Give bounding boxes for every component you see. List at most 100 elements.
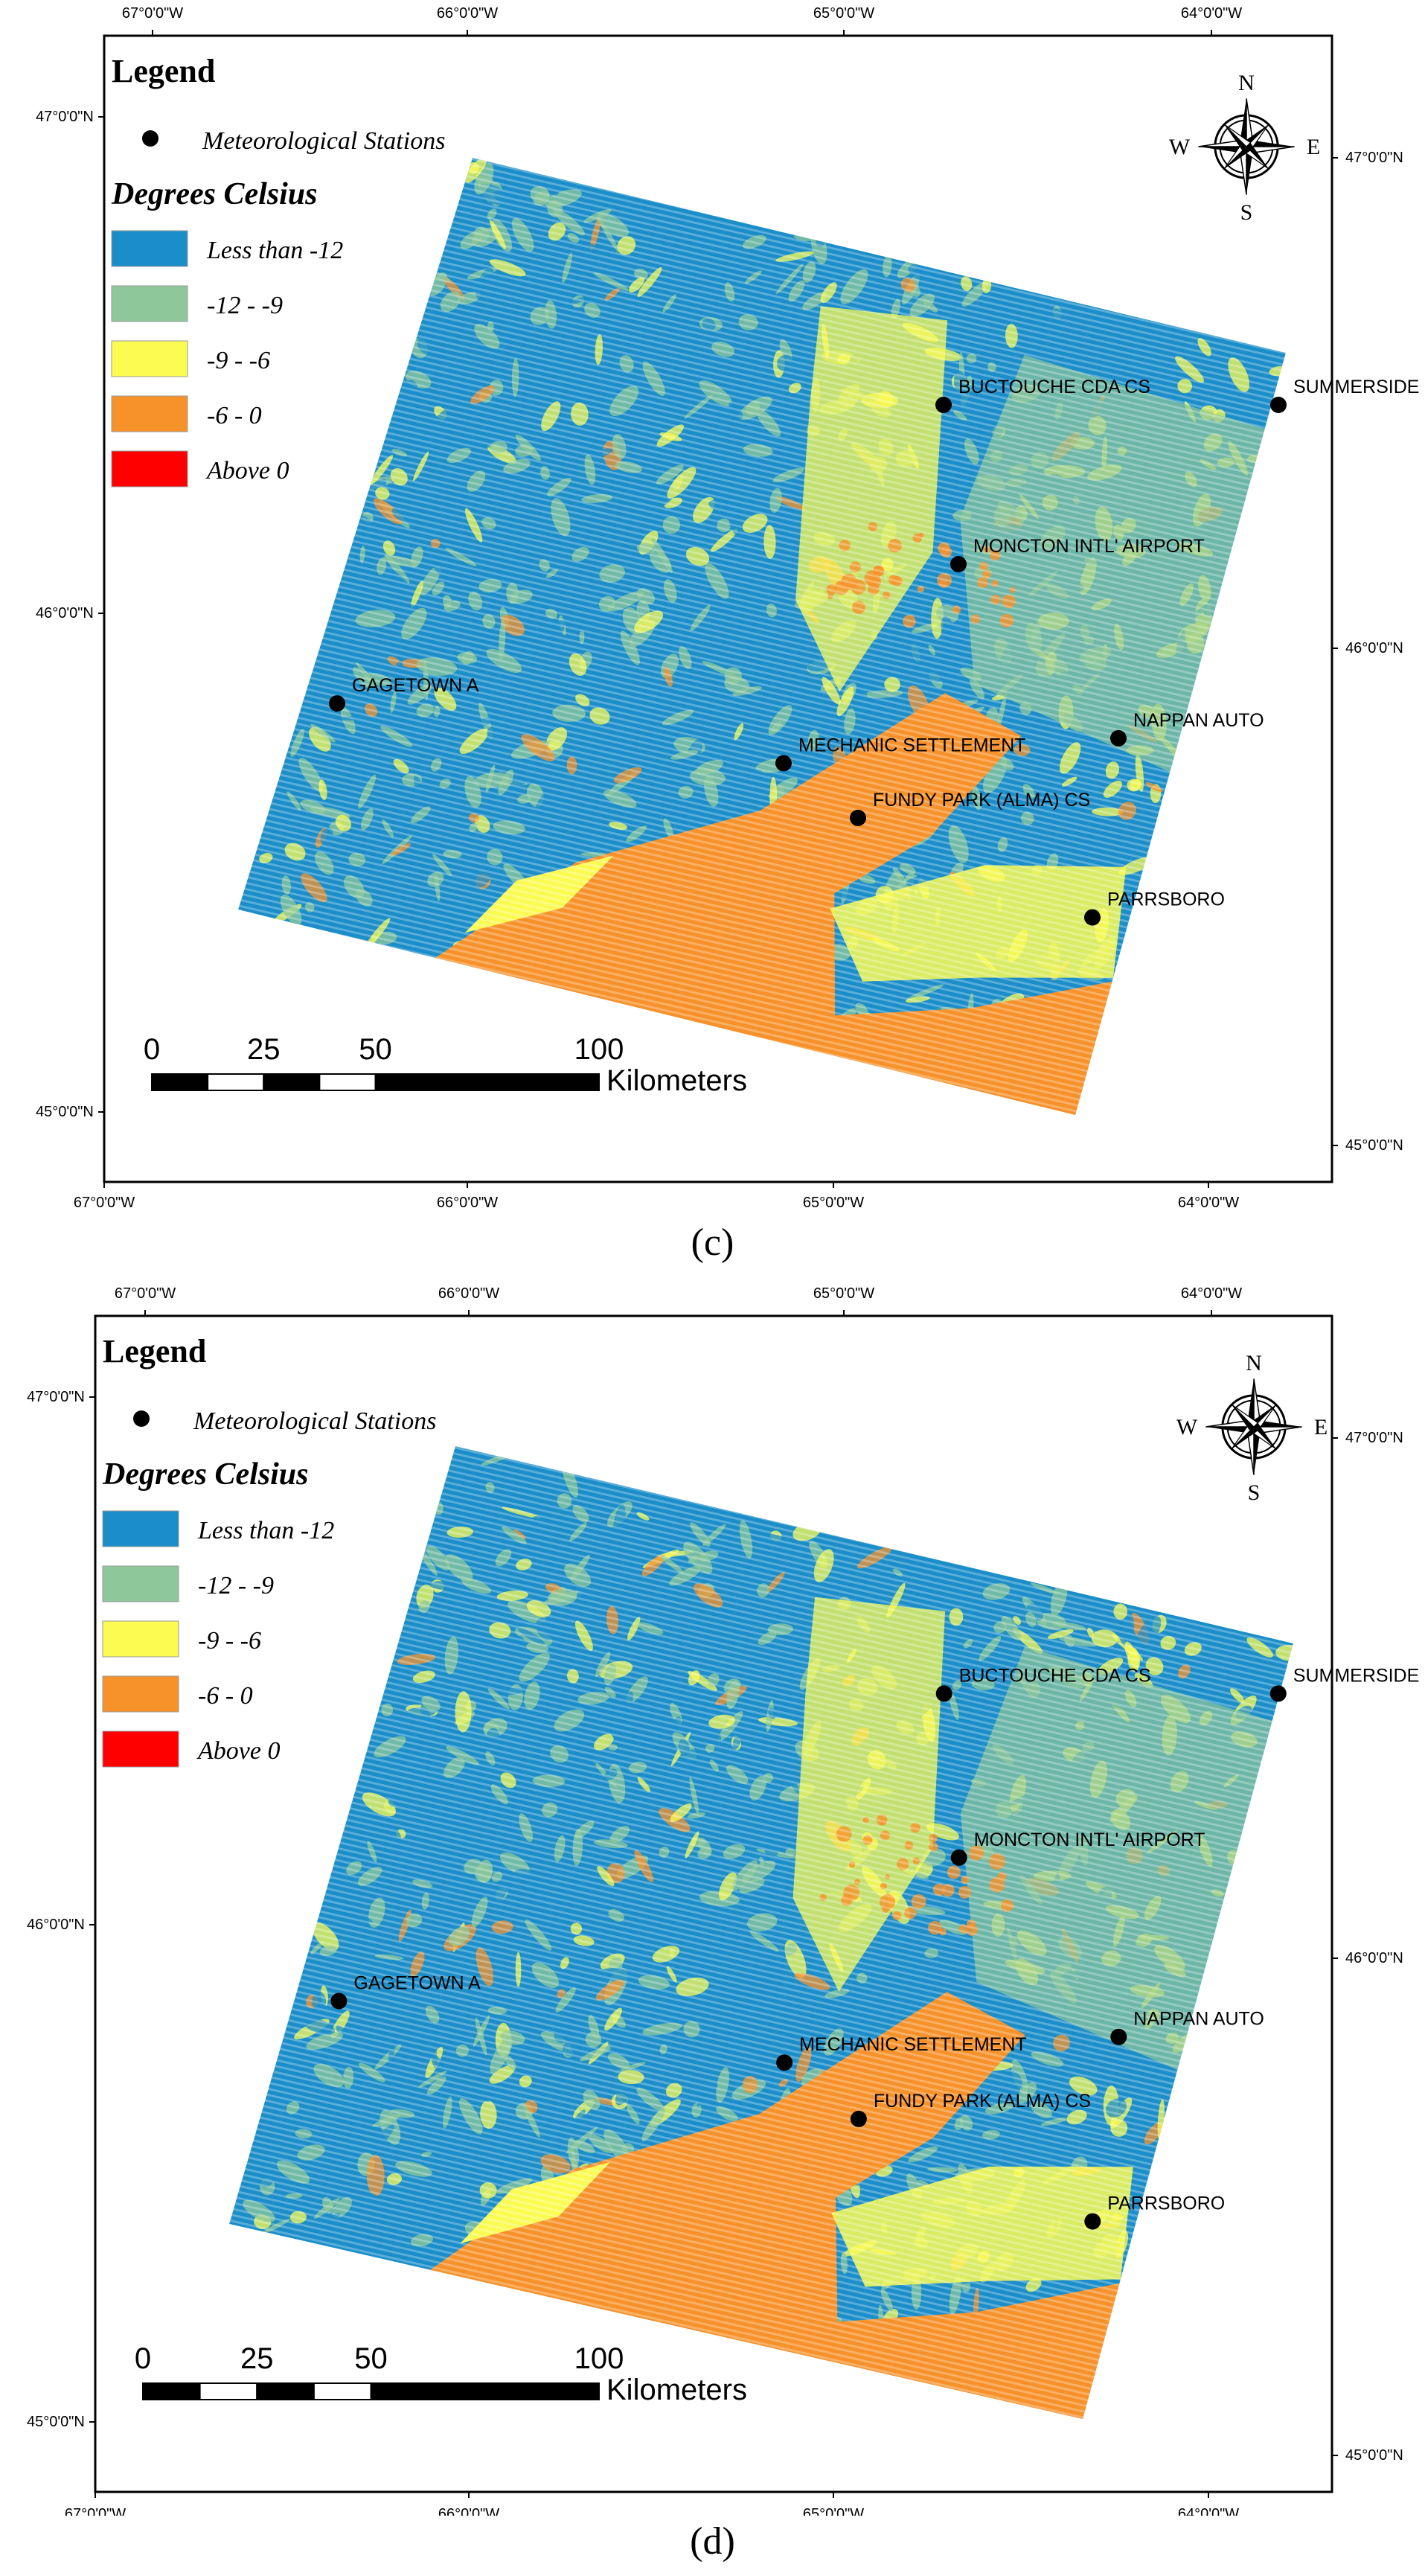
legend: Legend Meteorological Stations Degrees Cel…: [102, 1333, 436, 1768]
legend-units-title: Degrees Celsius: [102, 1457, 309, 1492]
station-marker: [330, 1992, 348, 2010]
station-label: FUNDY PARK (ALMA) CS: [873, 790, 1090, 811]
legend-swatch: [111, 340, 188, 377]
lat-label-left: 47°0'0"N: [27, 1389, 85, 1405]
lat-label-left: 45°0'0"N: [36, 1104, 94, 1120]
station-label: PARRSBORO: [1107, 889, 1225, 910]
lon-label-top: 66°0'0"W: [437, 5, 498, 22]
scale-segment: [199, 2382, 258, 2400]
scale-tick-label: 25: [240, 2342, 274, 2375]
stations: BUCTOUCHE CDA CS SUMMERSIDE MONCTON INTL' …: [330, 1665, 1419, 2230]
legend-swatch: [111, 285, 188, 322]
map-panel-d: 67°0'0"W 66°0'0"W 65°0'0"W 64°0'0"W 67°0'0"W…: [0, 1280, 1425, 2576]
map-panel-c: 67°0'0"W 66°0'0"W 65°0'0"W 64°0'0"W 67°0'0"W…: [0, 0, 1425, 1280]
compass-e-label: E: [1307, 135, 1320, 159]
legend-class-label: -6 - 0: [207, 402, 262, 429]
station-marker-icon: [142, 130, 158, 147]
scale-segment: [263, 1073, 321, 1091]
compass-s-label: S: [1248, 1480, 1261, 1505]
station-marker: [935, 397, 952, 413]
lon-label-top: 64°0'0"W: [1181, 1285, 1242, 1302]
lon-label-bottom: 65°0'0"W: [803, 2506, 864, 2516]
scale-tick-label: 0: [144, 1033, 160, 1066]
panel-label: (d): [690, 2520, 735, 2563]
lon-label-bottom: 67°0'0"W: [65, 2506, 126, 2516]
station-label: NAPPAN AUTO: [1133, 2009, 1264, 2030]
station-label: SUMMERSIDE: [1293, 1665, 1419, 1686]
lon-label-top: 65°0'0"W: [813, 1285, 874, 1302]
station-marker: [1084, 2213, 1101, 2230]
legend-swatch: [102, 1510, 179, 1547]
station-label: MONCTON INTL' AIRPORT: [973, 536, 1205, 557]
station-marker: [776, 2054, 793, 2071]
station-marker: [1110, 2028, 1127, 2045]
station-label: FUNDY PARK (ALMA) CS: [874, 2091, 1091, 2112]
station-marker: [950, 556, 967, 572]
compass-w-label: W: [1169, 135, 1191, 159]
station-label: SUMMERSIDE: [1293, 377, 1419, 397]
scale-tick-label: 100: [574, 2342, 624, 2375]
station-label: NAPPAN AUTO: [1133, 710, 1264, 731]
compass-s-label: S: [1240, 200, 1253, 225]
legend-class-label: -9 - -6: [198, 1627, 261, 1655]
lon-label-top: 64°0'0"W: [1181, 5, 1242, 22]
station-label: GAGETOWN A: [352, 675, 479, 696]
compass-n-label: N: [1238, 71, 1255, 95]
lat-label-right: 45°0'0"N: [1345, 1137, 1403, 1154]
lat-label-right: 47°0'0"N: [1345, 150, 1403, 166]
legend-class-label: Less than -12: [197, 1517, 334, 1544]
legend-units-title: Degrees Celsius: [111, 177, 318, 211]
temperature-map-c: 67°0'0"W 66°0'0"W 65°0'0"W 64°0'0"W 67°0'0"W…: [36, 5, 1419, 1211]
legend-swatch: [111, 395, 188, 432]
station-label: PARRSBORO: [1107, 2193, 1225, 2214]
station-marker: [850, 809, 866, 826]
legend-swatch: [102, 1565, 179, 1602]
raster-scanlines: [229, 1446, 1293, 2419]
lat-label-right: 45°0'0"N: [1345, 2447, 1403, 2464]
scale-segment: [318, 1073, 377, 1091]
legend-swatch: [111, 450, 188, 488]
station-label: MECHANIC SETTLEMENT: [798, 735, 1026, 755]
compass-n-label: N: [1246, 1351, 1262, 1375]
legend-class-label: -12 - -9: [207, 292, 283, 319]
station-label: MONCTON INTL' AIRPORT: [974, 1829, 1205, 1850]
legend: Legend Meteorological Stations Degrees Cel…: [111, 53, 445, 488]
lat-label-right: 47°0'0"N: [1345, 1430, 1403, 1446]
compass-rose-icon: [1198, 98, 1295, 195]
scale-segment: [370, 2382, 600, 2400]
station-marker: [950, 1849, 967, 1866]
lon-label-bottom: 66°0'0"W: [438, 2506, 499, 2516]
panel-label: (c): [691, 1221, 734, 1264]
lat-label-left: 46°0'0"N: [36, 605, 94, 621]
lat-label-right: 46°0'0"N: [1345, 1950, 1403, 1966]
legend-class-label: -12 - -9: [198, 1572, 274, 1599]
scale-segment: [151, 1073, 209, 1091]
scale-tick-label: 100: [574, 1033, 624, 1066]
legend-station-label: Meteorological Stations: [193, 1407, 436, 1435]
lat-label-left: 45°0'0"N: [27, 2414, 85, 2430]
lon-label-top: 66°0'0"W: [438, 1285, 499, 1302]
lon-label-bottom: 67°0'0"W: [74, 1195, 135, 1211]
scale-unit-label: Kilometers: [606, 2374, 747, 2406]
lon-label-top: 67°0'0"W: [122, 5, 183, 22]
legend-class-label: Less than -12: [206, 237, 343, 264]
legend-swatch: [111, 230, 188, 267]
station-marker: [850, 2110, 867, 2127]
scale-segment: [142, 2382, 201, 2400]
station-label: BUCTOUCHE CDA CS: [959, 1665, 1151, 1686]
scale-unit-label: Kilometers: [606, 1064, 747, 1097]
lon-label-top: 67°0'0"W: [115, 1285, 176, 1302]
lat-label-left: 47°0'0"N: [36, 109, 94, 125]
station-label: BUCTOUCHE CDA CS: [958, 377, 1150, 397]
compass-e-label: E: [1314, 1415, 1328, 1439]
scale-segment: [374, 1073, 600, 1091]
station-marker: [329, 695, 345, 712]
lon-label-top: 65°0'0"W: [813, 5, 874, 22]
station-marker: [935, 1685, 952, 1702]
lon-label-bottom: 66°0'0"W: [437, 1195, 498, 1211]
station-marker-icon: [133, 1410, 150, 1427]
compass-w-label: W: [1176, 1415, 1198, 1439]
station-marker: [775, 755, 792, 772]
